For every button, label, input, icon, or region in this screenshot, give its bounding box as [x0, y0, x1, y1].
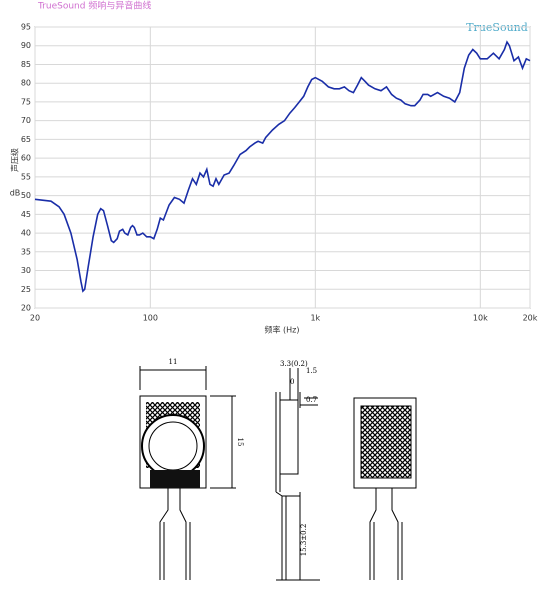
back-body [353, 397, 417, 489]
y-tick-label: 40 [21, 229, 31, 238]
y-tick-label: 80 [21, 79, 31, 88]
y-axis-label: 声压级 [10, 148, 20, 172]
y-tick-label: 20 [21, 304, 31, 313]
y-tick-label: 65 [21, 135, 31, 144]
x-tick-label: 20k [523, 314, 538, 323]
front-dims [139, 366, 236, 489]
dim-plate: 0.7 [306, 396, 317, 404]
y-tick-label: 75 [21, 97, 31, 106]
y-tick-label: 30 [21, 266, 31, 275]
y-tick-label: 35 [21, 247, 31, 256]
chart-title: TrueSound 频响与异音曲线 [37, 0, 151, 12]
x-tick-label: 20 [30, 314, 40, 323]
front-diaphragm [148, 421, 198, 471]
side-body [275, 392, 320, 581]
side-dims [289, 368, 318, 408]
y-tick-label: 90 [21, 41, 31, 50]
x-tick-label: 100 [143, 314, 158, 323]
dim-zero: 0 [290, 378, 294, 386]
dim-offset: 1.5 [306, 367, 317, 375]
technical-drawing: 11 15 3.3(0.2) 1.5 0 0.7 15.3±0.2 [139, 358, 417, 581]
chart: 20 25 30 35 40 45 50 55 60 65 70 75 80 85 90 95 20 100 1k 1… [21, 23, 538, 323]
x-tick-label: 1k [310, 314, 320, 323]
back-grille [360, 405, 412, 479]
x-axis-label: 频率 (Hz) [265, 325, 300, 335]
y-tick-label: 60 [21, 154, 31, 163]
y-tick-label: 85 [21, 60, 31, 69]
plot-frame [34, 26, 531, 309]
dim-thickness: 3.3(0.2) [280, 360, 308, 368]
dim-height: 15 [236, 438, 244, 447]
y-unit: dB [10, 189, 21, 198]
y-tick-label: 55 [21, 172, 31, 181]
y-tick-label: 70 [21, 116, 31, 125]
front-base [150, 470, 200, 488]
dim-width: 11 [169, 358, 178, 366]
y-tick-label: 50 [21, 191, 31, 200]
back-pins [369, 488, 403, 580]
front-pins [159, 488, 191, 580]
x-tick-label: 10k [473, 314, 488, 323]
y-tick-label: 45 [21, 210, 31, 219]
series-line [34, 40, 531, 293]
dim-pin-length: 15.3±0.2 [300, 524, 308, 557]
y-tick-label: 25 [21, 285, 31, 294]
y-tick-label: 95 [21, 23, 31, 32]
